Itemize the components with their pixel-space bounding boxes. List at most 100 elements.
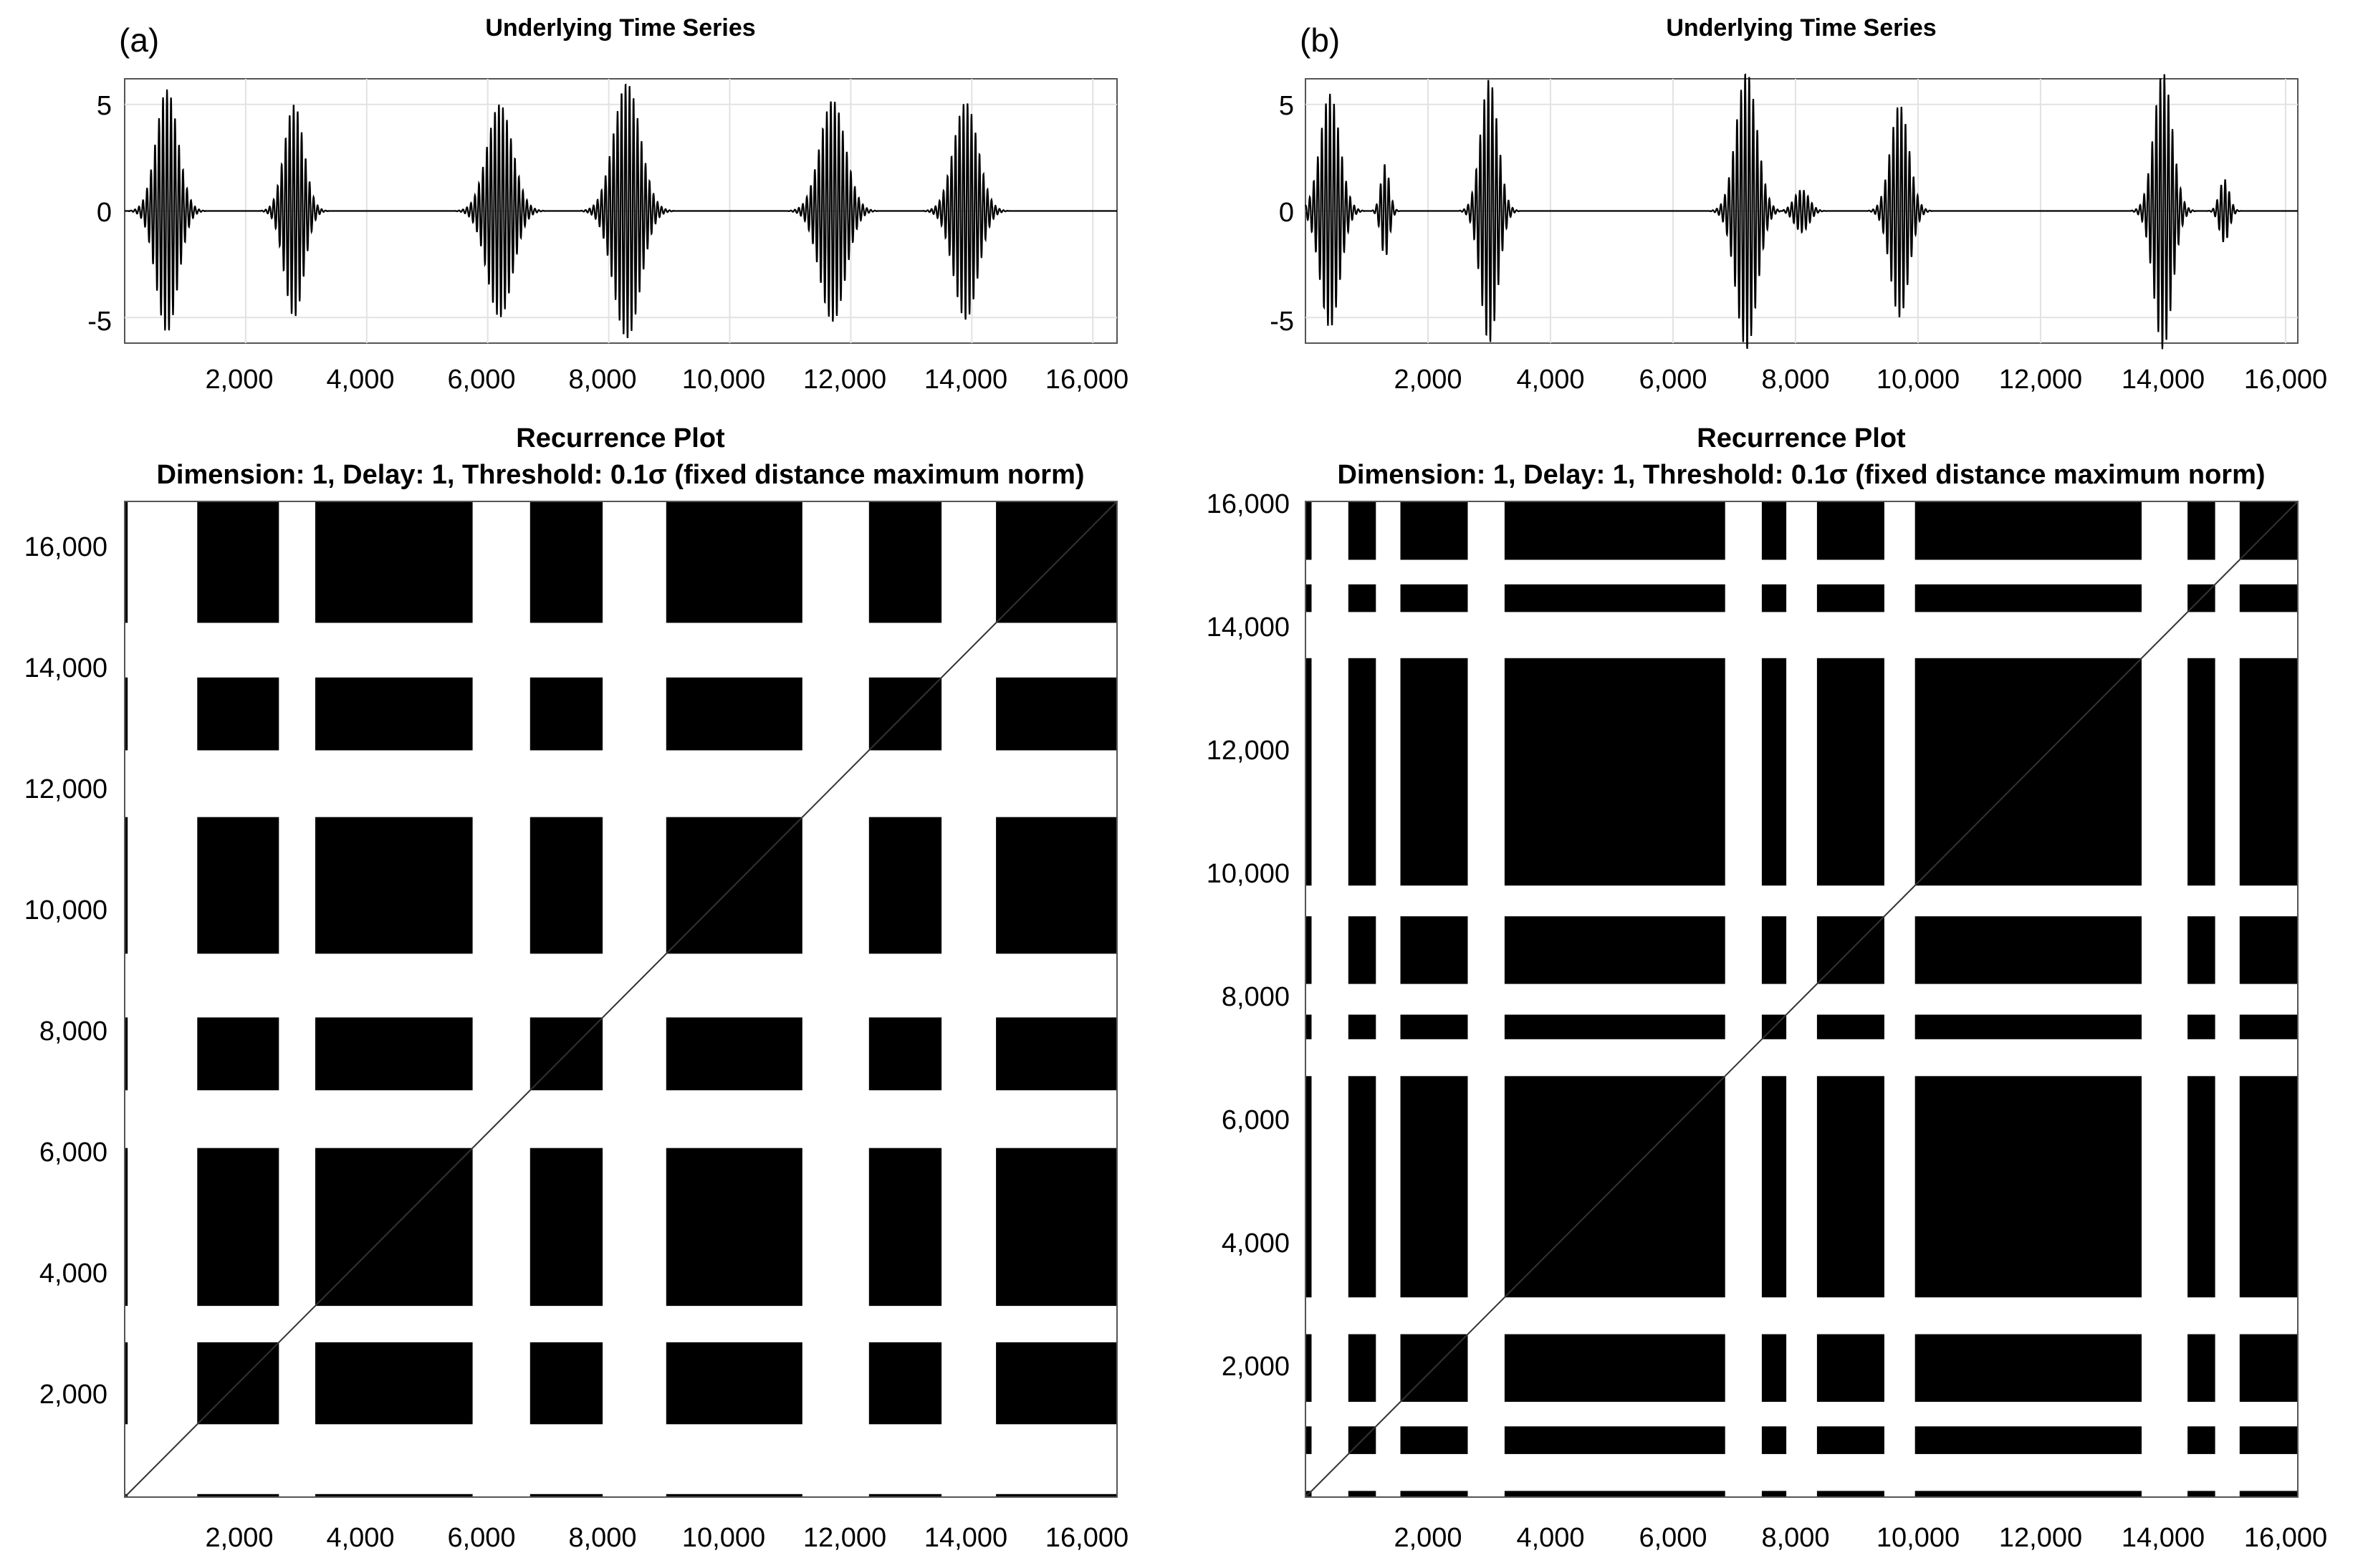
rp-recurrence-block-b-6-8 — [1914, 501, 2142, 560]
rp-xtick-a-14000: 14,000 — [924, 1523, 1007, 1553]
ts-title-b: Underlying Time Series — [1666, 14, 1936, 42]
rp-recurrence-block-b-4-0 — [1761, 1491, 1787, 1497]
rp-recurrence-block-b-7-0 — [2187, 1491, 2215, 1497]
rp-recurrence-block-b-4-5 — [1761, 916, 1787, 984]
rp-subtitle-b: Dimension: 1, Delay: 1, Threshold: 0.1σ … — [1337, 460, 2265, 490]
ts-xtick-a-10000: 10,000 — [682, 365, 765, 395]
rp-ytick-a-2000: 2,000 — [39, 1380, 107, 1410]
ts-xtick-a-2000: 2,000 — [205, 365, 273, 395]
rp-title-b: Recurrence Plot — [1697, 423, 1906, 453]
rp-recurrence-block-b-3-4 — [1504, 1014, 1725, 1039]
rp-ytick-b-10000: 10,000 — [1207, 859, 1290, 889]
rp-xtick-b-14000: 14,000 — [2122, 1523, 2205, 1553]
ts-ytick-b-0: 0 — [1279, 198, 1294, 228]
ts-xtick-a-8000: 8,000 — [568, 365, 636, 395]
rp-recurrence-block-a-1-5 — [197, 677, 279, 751]
rp-recurrence-block-a-3-2 — [529, 1148, 603, 1307]
rp-ytick-a-10000: 10,000 — [24, 895, 107, 925]
rp-recurrence-block-b-6-3 — [1914, 1076, 2142, 1298]
rp-recurrence-block-a-1-0 — [197, 1494, 279, 1497]
rp-recurrence-block-b-1-6 — [1348, 658, 1376, 886]
rp-recurrence-block-a-1-3 — [197, 1017, 279, 1091]
rp-recurrence-block-a-2-4 — [315, 817, 473, 954]
rp-recurrence-block-b-7-2 — [2187, 1334, 2215, 1402]
rp-recurrence-block-b-8-5 — [2239, 916, 2298, 984]
rp-recurrence-block-b-0-5 — [1305, 916, 1312, 984]
rp-recurrence-block-b-1-0 — [1348, 1491, 1376, 1497]
rp-recurrence-block-b-2-0 — [1400, 1491, 1468, 1497]
rp-recurrence-block-b-7-3 — [2187, 1076, 2215, 1298]
rp-recurrence-block-b-2-7 — [1400, 584, 1468, 612]
rp-recurrence-block-b-4-3 — [1761, 1076, 1787, 1298]
rp-recurrence-block-a-5-6 — [868, 501, 942, 623]
ts-xtick-b-12000: 12,000 — [1999, 365, 2082, 395]
rp-ytick-a-6000: 6,000 — [39, 1137, 107, 1168]
ts-series-line-a — [125, 83, 1117, 339]
rp-ytick-b-4000: 4,000 — [1222, 1228, 1290, 1259]
rp-recurrence-block-a-1-6 — [197, 501, 279, 623]
rp-recurrence-block-a-3-1 — [529, 1342, 603, 1425]
rp-recurrence-block-b-0-6 — [1305, 658, 1312, 886]
rp-recurrence-block-b-3-8 — [1504, 501, 1725, 560]
rp-recurrence-block-a-5-2 — [868, 1148, 942, 1307]
ts-title-a: Underlying Time Series — [485, 14, 755, 42]
rp-recurrence-block-b-5-7 — [1816, 584, 1884, 612]
rp-recurrence-block-b-3-2 — [1504, 1334, 1725, 1402]
rp-ytick-a-16000: 16,000 — [24, 532, 107, 562]
rp-recurrence-block-a-6-3 — [996, 1017, 1117, 1091]
rp-recurrence-block-b-8-1 — [2239, 1426, 2298, 1454]
rp-recurrence-block-b-0-2 — [1305, 1334, 1312, 1402]
rp-recurrence-block-a-5-4 — [868, 817, 942, 954]
rp-recurrence-block-b-5-2 — [1816, 1334, 1884, 1402]
rp-xtick-b-6000: 6,000 — [1639, 1523, 1707, 1553]
ts-xtick-b-8000: 8,000 — [1761, 365, 1829, 395]
rp-ytick-b-12000: 12,000 — [1207, 736, 1290, 766]
rp-ytick-a-8000: 8,000 — [39, 1016, 107, 1047]
rp-xtick-b-12000: 12,000 — [1999, 1523, 2082, 1553]
ts-xtick-b-14000: 14,000 — [2122, 365, 2205, 395]
rp-recurrence-block-b-4-1 — [1761, 1426, 1787, 1454]
rp-recurrence-block-a-1-2 — [197, 1148, 279, 1307]
ts-ytick-b-neg5: -5 — [1270, 307, 1294, 337]
rp-recurrence-block-a-3-6 — [529, 501, 603, 623]
ts-xtick-a-14000: 14,000 — [924, 365, 1007, 395]
rp-recurrence-block-b-8-4 — [2239, 1014, 2298, 1039]
rp-recurrence-block-b-5-4 — [1816, 1014, 1884, 1039]
rp-recurrence-block-b-5-8 — [1816, 501, 1884, 560]
rp-recurrence-block-b-1-5 — [1348, 916, 1376, 984]
rp-recurrence-block-b-6-4 — [1914, 1014, 2142, 1039]
rp-recurrence-block-b-6-0 — [1914, 1491, 2142, 1497]
rp-recurrence-block-a-3-5 — [529, 677, 603, 751]
rp-recurrence-block-b-2-1 — [1400, 1426, 1468, 1454]
rp-recurrence-block-b-3-1 — [1504, 1426, 1725, 1454]
rp-recurrence-block-b-2-3 — [1400, 1076, 1468, 1298]
rp-recurrence-block-a-6-1 — [996, 1342, 1117, 1425]
rp-recurrence-block-b-5-6 — [1816, 658, 1884, 886]
rp-xtick-b-2000: 2,000 — [1394, 1523, 1462, 1553]
rp-recurrence-block-b-8-7 — [2239, 584, 2298, 612]
rp-recurrence-block-b-1-3 — [1348, 1076, 1376, 1298]
rp-recurrence-block-a-1-4 — [197, 817, 279, 954]
rp-recurrence-block-a-4-5 — [666, 677, 802, 751]
rp-recurrence-block-a-2-6 — [315, 501, 473, 623]
rp-recurrence-block-b-3-5 — [1504, 916, 1725, 984]
recurrence-plot-a: 16,000 14,000 12,000 10,000 8,000 6,000 … — [24, 501, 1128, 1553]
rp-ytick-b-6000: 6,000 — [1222, 1105, 1290, 1135]
rp-ytick-b-16000: 16,000 — [1207, 489, 1290, 519]
rp-recurrence-block-b-0-8 — [1305, 501, 1312, 560]
rp-recurrence-block-a-5-0 — [868, 1494, 942, 1497]
rp-recurrence-block-b-2-5 — [1400, 916, 1468, 984]
rp-xtick-a-10000: 10,000 — [682, 1523, 765, 1553]
rp-recurrence-block-b-1-2 — [1348, 1334, 1376, 1402]
rp-recurrence-block-b-2-8 — [1400, 501, 1468, 560]
time-series-plot-b: 5 0 -5 2,000 4,000 6,000 8,000 10,000 12… — [1270, 73, 2327, 395]
ts-xtick-b-4000: 4,000 — [1516, 365, 1584, 395]
rp-recurrence-block-a-4-3 — [666, 1017, 802, 1091]
rp-recurrence-block-b-5-3 — [1816, 1076, 1884, 1298]
rp-ytick-b-14000: 14,000 — [1207, 612, 1290, 643]
rp-recurrence-block-b-1-4 — [1348, 1014, 1376, 1039]
rp-recurrence-block-a-0-6 — [125, 501, 128, 623]
rp-recurrence-block-a-2-5 — [315, 677, 473, 751]
rp-ytick-b-2000: 2,000 — [1222, 1352, 1290, 1382]
rp-xtick-a-4000: 4,000 — [326, 1523, 394, 1553]
